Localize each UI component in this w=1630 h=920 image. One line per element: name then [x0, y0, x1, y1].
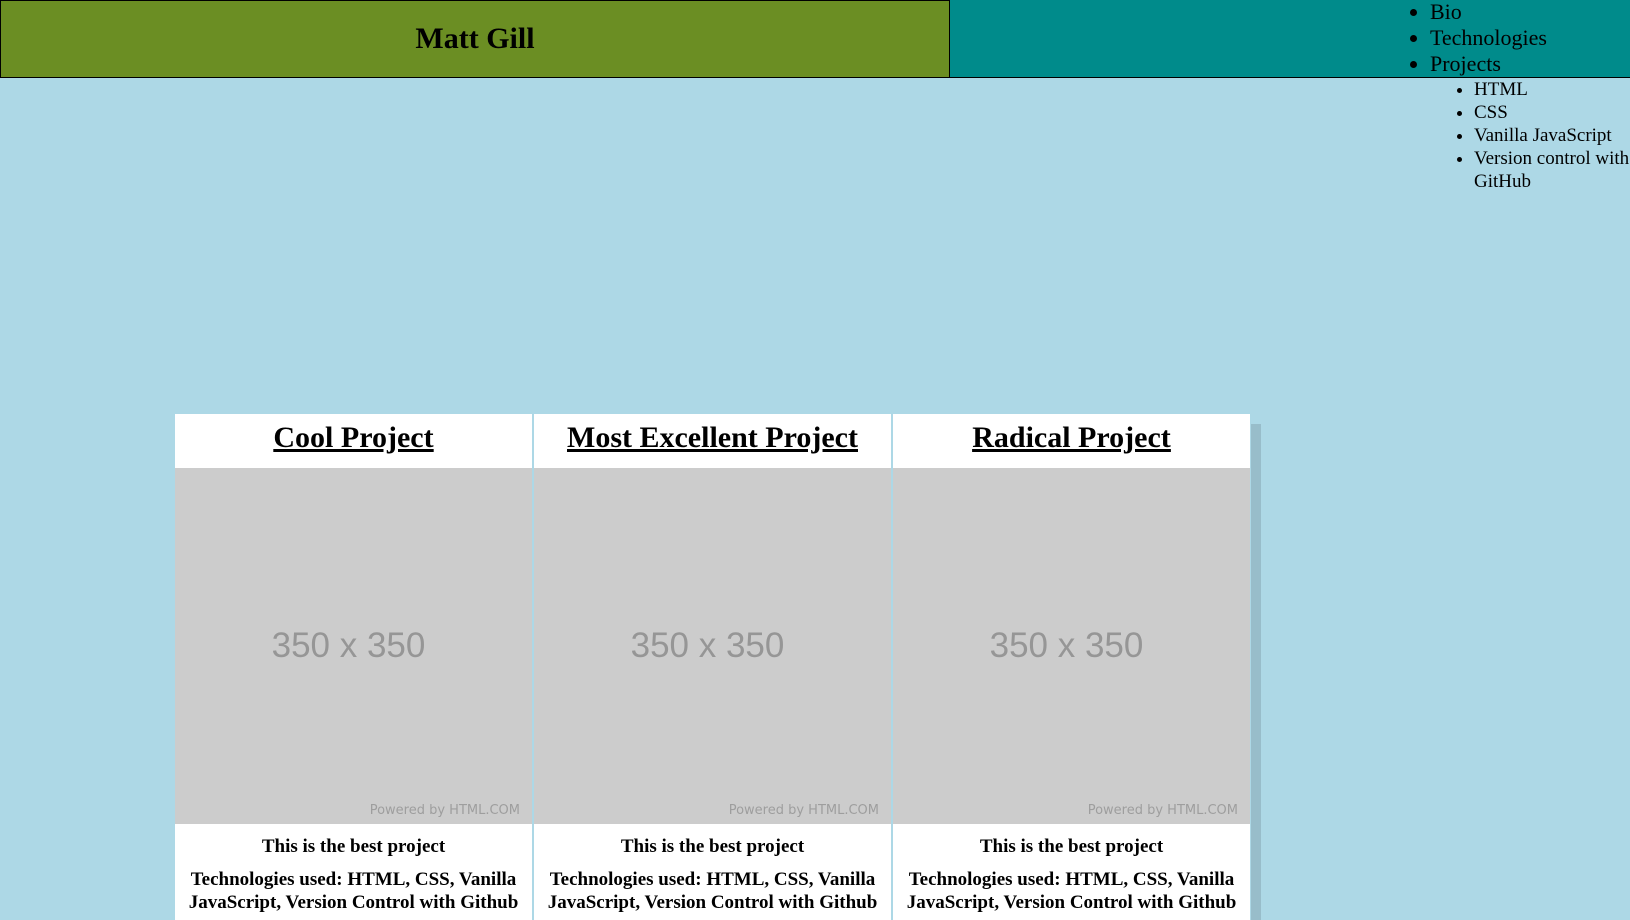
subnav-link-html[interactable]: HTML [1474, 79, 1528, 100]
nav-panel: Bio Technologies Projects HTML CSS [950, 0, 1630, 192]
subnav-item-css: CSS [1474, 101, 1630, 124]
project-title-link[interactable]: Most Excellent Project [567, 421, 858, 454]
project-card: Most Excellent Project 350 x 350 Powered… [533, 414, 892, 920]
project-title-link[interactable]: Radical Project [972, 421, 1171, 454]
project-card: Radical Project 350 x 350 Powered by HTM… [892, 414, 1251, 920]
project-description: This is the best project [979, 836, 1164, 857]
nav-item-technologies: Technologies [1430, 25, 1630, 51]
subnav-item-version-control: Version control with GitHub [1474, 147, 1630, 193]
subnav-item-html: HTML [1474, 78, 1630, 101]
projects-subnav-list: HTML CSS Vanilla JavaScript Version cont… [1430, 78, 1630, 193]
project-description: This is the best project [261, 836, 446, 857]
project-technologies: Technologies used: HTML, CSS, Vanilla Ja… [188, 869, 519, 913]
project-title: Cool Project [273, 414, 433, 468]
image-credit: Powered by HTML.COM [1087, 803, 1238, 818]
nav-link-bio[interactable]: Bio [1430, 0, 1462, 24]
image-dimensions-label: 350 x 350 [271, 626, 426, 665]
project-card: Cool Project 350 x 350 Powered by HTML.C… [174, 414, 533, 920]
project-description: This is the best project [620, 836, 805, 857]
project-title-link[interactable]: Cool Project [273, 421, 434, 454]
image-dimensions-label: 350 x 350 [989, 626, 1144, 665]
brand-panel: Matt Gill [0, 0, 950, 78]
subnav-link-javascript[interactable]: Vanilla JavaScript [1474, 125, 1612, 146]
site-title: Matt Gill [415, 22, 535, 55]
project-title: Radical Project [972, 414, 1171, 468]
project-technologies: Technologies used: HTML, CSS, Vanilla Ja… [547, 869, 878, 913]
image-dimensions-label: 350 x 350 [630, 626, 785, 665]
image-credit: Powered by HTML.COM [369, 803, 520, 818]
projects-grid: Cool Project 350 x 350 Powered by HTML.C… [174, 414, 1251, 920]
project-title: Most Excellent Project [567, 414, 858, 468]
subnav-link-version-control[interactable]: Version control with GitHub [1474, 148, 1630, 192]
main-nav-list: Bio Technologies Projects HTML CSS [1380, 0, 1630, 193]
nav-link-technologies[interactable]: Technologies [1430, 25, 1547, 50]
subnav-link-css[interactable]: CSS [1474, 102, 1508, 123]
image-credit: Powered by HTML.COM [728, 803, 879, 818]
project-technologies: Technologies used: HTML, CSS, Vanilla Ja… [906, 869, 1237, 913]
site-header: Matt Gill Bio Technologies Projects HTML [0, 0, 1630, 192]
project-image-placeholder: 350 x 350 Powered by HTML.COM [534, 468, 891, 824]
nav-item-projects: Projects HTML CSS Vanilla JavaScript Ver… [1430, 51, 1630, 193]
subnav-item-javascript: Vanilla JavaScript [1474, 124, 1630, 147]
project-image-placeholder: 350 x 350 Powered by HTML.COM [893, 468, 1250, 824]
project-image-placeholder: 350 x 350 Powered by HTML.COM [175, 468, 532, 824]
nav-link-projects[interactable]: Projects [1430, 51, 1501, 76]
nav-item-bio: Bio [1430, 0, 1630, 25]
